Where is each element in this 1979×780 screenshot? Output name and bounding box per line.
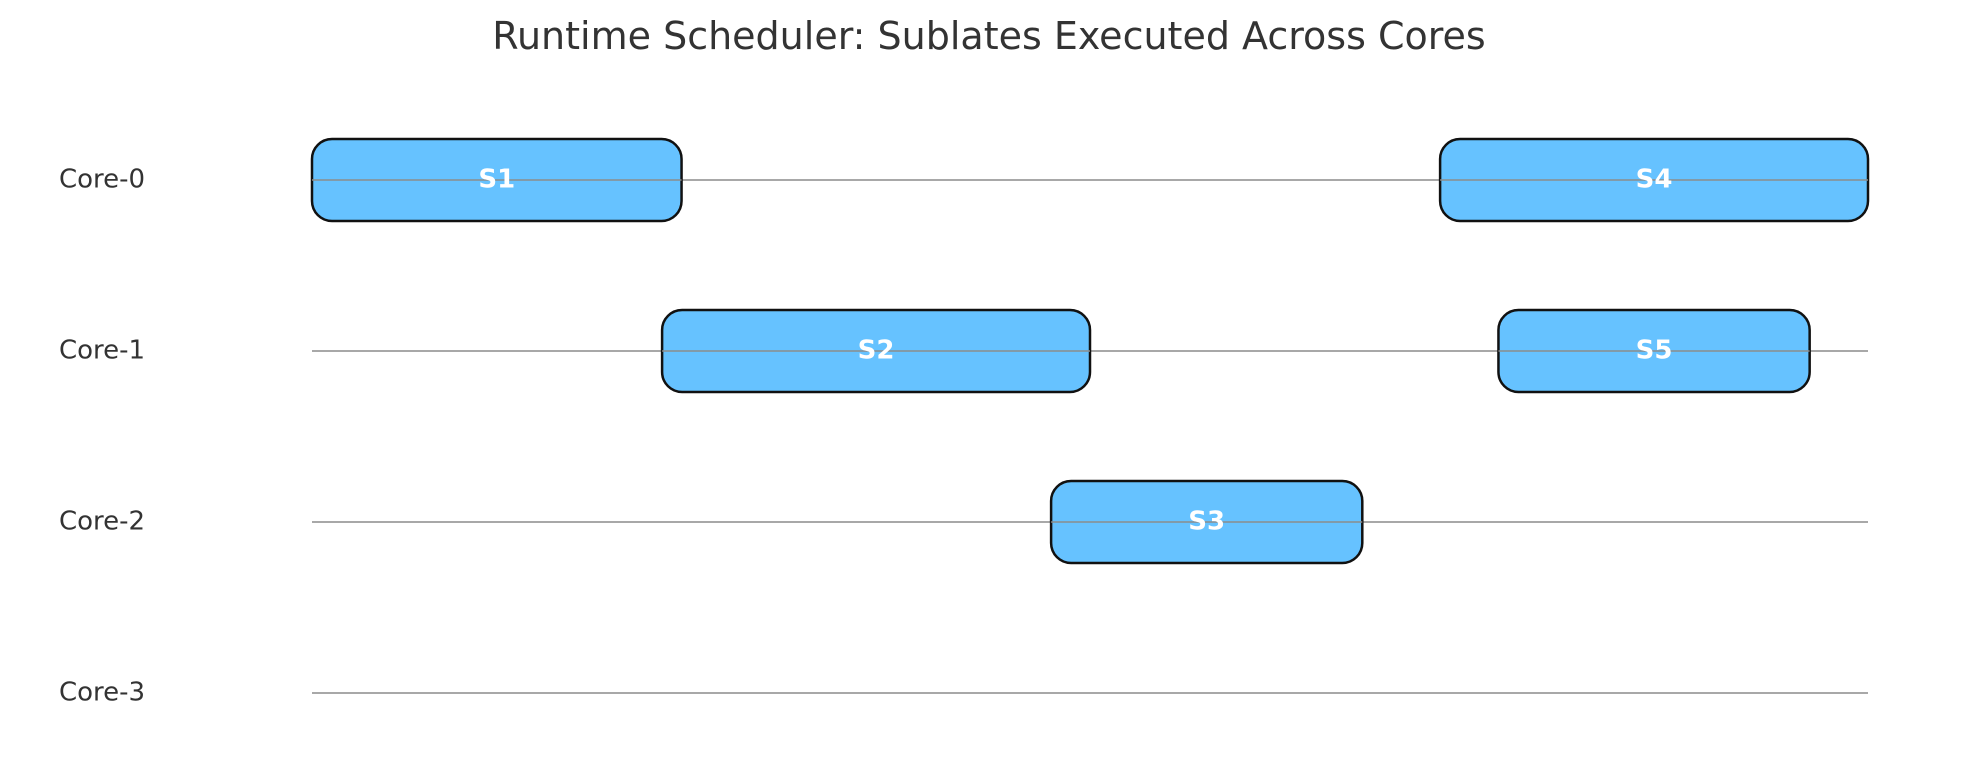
task-s3: S3 xyxy=(1049,479,1364,565)
row-label-core-3: Core-3 xyxy=(59,678,145,708)
task-label-s2: S2 xyxy=(858,336,895,366)
row-labels: Core-0 Core-1 Core-2 Core-3 xyxy=(59,165,145,708)
task-s1: S1 xyxy=(310,137,683,223)
task-label-s5: S5 xyxy=(1636,336,1673,366)
lane-lines xyxy=(312,179,1868,694)
task-label-s1: S1 xyxy=(478,165,515,195)
task-s5: S5 xyxy=(1497,308,1811,394)
row-label-core-1: Core-1 xyxy=(59,336,145,366)
task-s2: S2 xyxy=(660,308,1092,394)
task-bars: S1 S4 S2 S5 S3 xyxy=(310,137,1870,565)
row-label-core-2: Core-2 xyxy=(59,507,145,537)
task-label-s3: S3 xyxy=(1188,507,1225,537)
chart-title: Runtime Scheduler: Sublates Executed Acr… xyxy=(492,14,1485,58)
task-label-s4: S4 xyxy=(1636,165,1673,195)
task-s4: S4 xyxy=(1438,137,1870,223)
row-label-core-0: Core-0 xyxy=(59,165,145,195)
